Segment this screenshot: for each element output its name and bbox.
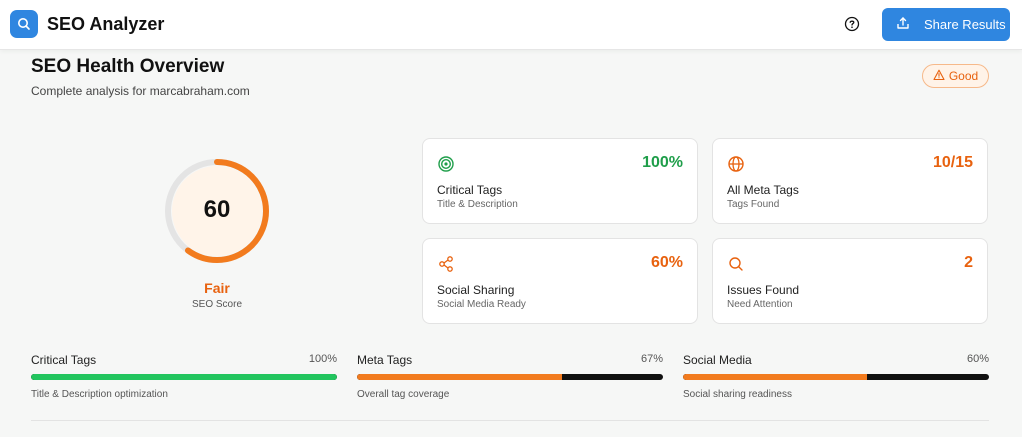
- upload-icon: [896, 16, 910, 33]
- card-critical-tags[interactable]: 100% Critical Tags Title & Description: [422, 138, 698, 224]
- page-subtitle: Complete analysis for marcabraham.com: [31, 84, 250, 98]
- score-gauge: [165, 159, 269, 263]
- progress-percent: 100%: [308, 353, 337, 365]
- progress-fill: [683, 374, 867, 380]
- card-subtitle: Social Media Ready: [437, 299, 526, 310]
- progress-percent: 60%: [966, 353, 989, 365]
- card-issues-found[interactable]: 2 Issues Found Need Attention: [712, 238, 988, 324]
- card-title: Social Sharing: [437, 283, 515, 297]
- search-icon: [727, 255, 745, 273]
- share-results-label: Share Results: [924, 17, 1006, 32]
- card-subtitle: Need Attention: [727, 299, 793, 310]
- progress-description: Overall tag coverage: [357, 389, 450, 400]
- card-social-sharing[interactable]: 60% Social Sharing Social Media Ready: [422, 238, 698, 324]
- card-value: 100%: [642, 154, 683, 171]
- warning-icon: [933, 69, 945, 84]
- progress-label: Critical Tags: [31, 353, 97, 367]
- card-all-meta-tags[interactable]: 10/15 All Meta Tags Tags Found: [712, 138, 988, 224]
- card-subtitle: Title & Description: [437, 199, 518, 210]
- top-bar: SEO Analyzer Share Results: [0, 0, 1022, 50]
- card-subtitle: Tags Found: [727, 199, 780, 210]
- progress-description: Social sharing readiness: [683, 389, 792, 400]
- progress-percent: 67%: [640, 353, 663, 365]
- divider: [31, 420, 989, 421]
- card-value: 10/15: [932, 154, 973, 171]
- progress-track: [357, 374, 663, 380]
- progress-fill: [357, 374, 563, 380]
- score-caption: SEO Score: [191, 299, 243, 310]
- progress-track: [683, 374, 989, 380]
- share-nodes-icon: [437, 255, 455, 273]
- progress-description: Title & Description optimization: [31, 389, 168, 400]
- status-badge: Good: [922, 64, 989, 88]
- card-value: 60%: [650, 254, 683, 271]
- page-title: SEO Health Overview: [31, 56, 225, 77]
- score-grade: Fair: [204, 280, 230, 296]
- progress-label: Social Media: [683, 353, 752, 367]
- help-icon[interactable]: [843, 15, 861, 33]
- score-gauge-fill: [165, 159, 269, 263]
- globe-icon: [727, 155, 745, 173]
- card-title: Issues Found: [727, 283, 800, 297]
- target-icon: [437, 155, 455, 173]
- progress-fill: [31, 374, 337, 380]
- search-logo-icon: [10, 10, 38, 38]
- card-title: All Meta Tags: [727, 183, 799, 197]
- progress-label: Meta Tags: [357, 353, 413, 367]
- card-title: Critical Tags: [437, 183, 503, 197]
- share-results-button[interactable]: Share Results: [882, 8, 1010, 41]
- app-title: SEO Analyzer: [47, 14, 165, 34]
- progress-track: [31, 374, 337, 380]
- score-value: 60: [203, 196, 231, 223]
- status-badge-label: Good: [948, 69, 979, 83]
- card-value: 2: [964, 254, 973, 271]
